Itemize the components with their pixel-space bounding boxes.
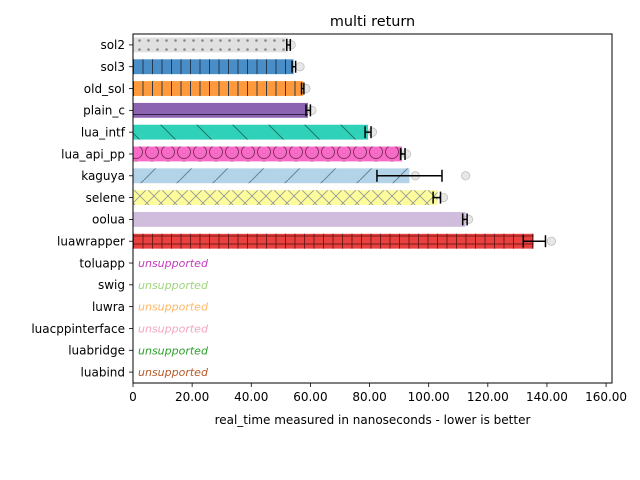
y-tick-label-swig: swig	[98, 278, 125, 292]
x-axis-label: real_time measured in nanoseconds - lowe…	[215, 413, 531, 427]
y-tick-label-luabridge: luabridge	[68, 344, 125, 358]
error-bar-sol2	[286, 38, 292, 51]
y-tick-label-selene: selene	[86, 191, 125, 205]
bar-luawrapper	[133, 233, 556, 249]
x-tick-label-5: 100.00	[408, 390, 450, 404]
bar-hatch-lua_intf	[133, 124, 369, 140]
error-bar-selene	[432, 191, 442, 204]
bar-oolua	[133, 211, 474, 227]
y-tick-label-lua_intf: lua_intf	[81, 125, 126, 139]
outlier-kaguya-1	[461, 171, 471, 181]
error-bar-sol3	[291, 60, 297, 73]
y-tick-label-toluapp: toluapp	[79, 256, 125, 270]
unsupported-label-toluapp: unsupported	[138, 257, 209, 270]
y-tick-label-sol3: sol3	[100, 60, 125, 74]
y-tick-label-sol2: sol2	[100, 38, 125, 52]
bar-old_sol	[133, 81, 311, 96]
unsupported-label-luacppinterface: unsupported	[138, 322, 209, 335]
x-tick-label-6: 120.00	[467, 390, 509, 404]
x-tick-label-3: 60.00	[293, 390, 327, 404]
x-tick-label-8: 160.00	[585, 390, 627, 404]
error-bar-lua_api_pp	[399, 147, 406, 160]
y-tick-label-old_sol: old_sol	[84, 82, 125, 96]
bar-hatch-kaguya	[133, 168, 410, 184]
bar-lua_intf	[133, 124, 378, 140]
error-bar-old_sol	[300, 82, 305, 95]
unsupported-label-luwra: unsupported	[138, 301, 209, 314]
x-tick-label-0: 0	[129, 390, 137, 404]
plot-frame	[132, 33, 613, 384]
x-tick-label-4: 80.00	[352, 390, 386, 404]
unsupported-label-luabind: unsupported	[138, 366, 209, 379]
y-tick-label-kaguya: kaguya	[81, 169, 125, 183]
y-tick-label-plain_c: plain_c	[83, 104, 125, 118]
error-bar-kaguya	[376, 169, 443, 182]
outlier-luawrapper-0	[546, 236, 556, 246]
bar-hatch-plain_c	[133, 102, 309, 118]
y-tick-label-luwra: luwra	[92, 300, 125, 314]
chart-title: multi return	[330, 14, 415, 30]
error-bar-oolua	[461, 213, 468, 226]
bar-hatch-sol2	[133, 37, 289, 53]
x-tick-label-2: 40.00	[234, 390, 268, 404]
bar-fill-oolua	[133, 211, 466, 227]
bar-selene	[133, 190, 449, 206]
unsupported-label-luabridge: unsupported	[138, 344, 209, 357]
y-tick-label-luawrapper: luawrapper	[57, 235, 125, 249]
bar-sol3	[133, 59, 305, 75]
x-tick-label-1: 20.00	[175, 390, 209, 404]
outlier-sol3-0	[295, 62, 305, 72]
bar-hatch-lua_api_pp	[133, 146, 403, 162]
y-tick-label-luabind: luabind	[81, 365, 125, 379]
y-tick-label-lua_api_pp: lua_api_pp	[61, 147, 125, 161]
error-bar-lua_intf	[364, 126, 372, 139]
bar-hatch-luawrapper	[133, 233, 534, 249]
y-tick-label-oolua: oolua	[92, 213, 125, 227]
error-bar-plain_c	[305, 104, 312, 117]
unsupported-label-swig: unsupported	[138, 279, 209, 292]
bar-kaguya	[133, 168, 471, 184]
bar-hatch-old_sol	[133, 81, 304, 96]
bar-hatch-sol3	[133, 59, 294, 75]
error-bar-luawrapper	[522, 235, 547, 248]
bar-hatch-selene	[133, 190, 438, 206]
bar-sol2	[133, 37, 296, 53]
bar-plain_c	[133, 102, 317, 118]
bar-lua_api_pp	[133, 146, 412, 162]
x-tick-label-7: 140.00	[526, 390, 568, 404]
y-tick-label-luacppinterface: luacppinterface	[31, 322, 125, 336]
